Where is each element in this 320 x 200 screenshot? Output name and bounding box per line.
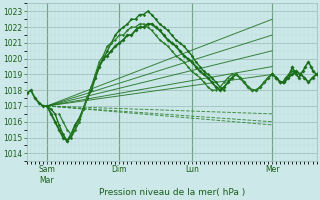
X-axis label: Pression niveau de la mer( hPa ): Pression niveau de la mer( hPa )	[99, 188, 245, 197]
